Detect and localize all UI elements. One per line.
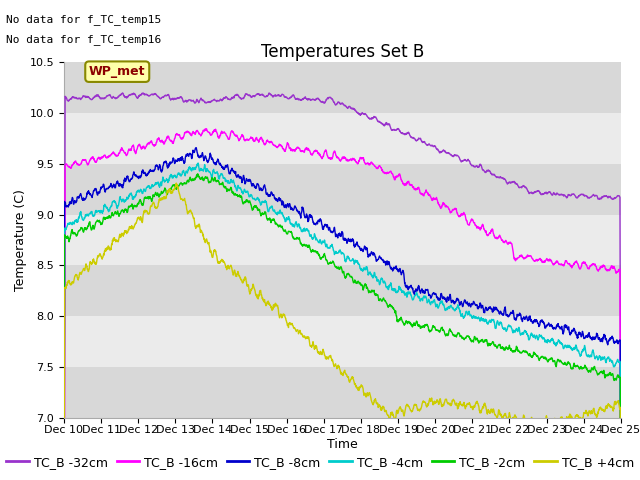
Legend: TC_B -32cm, TC_B -16cm, TC_B -8cm, TC_B -4cm, TC_B -2cm, TC_B +4cm: TC_B -32cm, TC_B -16cm, TC_B -8cm, TC_B … — [1, 451, 639, 474]
Text: WP_met: WP_met — [89, 65, 145, 78]
Bar — [64, 316, 621, 367]
Text: No data for f_TC_temp15: No data for f_TC_temp15 — [6, 14, 162, 25]
Bar — [64, 215, 621, 265]
Bar — [64, 367, 621, 418]
Y-axis label: Temperature (C): Temperature (C) — [14, 189, 27, 291]
Bar — [64, 113, 621, 164]
Bar — [64, 265, 621, 316]
Bar — [64, 62, 621, 113]
Title: Temperatures Set B: Temperatures Set B — [260, 43, 424, 61]
X-axis label: Time: Time — [327, 438, 358, 451]
Bar — [64, 164, 621, 215]
Text: No data for f_TC_temp16: No data for f_TC_temp16 — [6, 34, 162, 45]
